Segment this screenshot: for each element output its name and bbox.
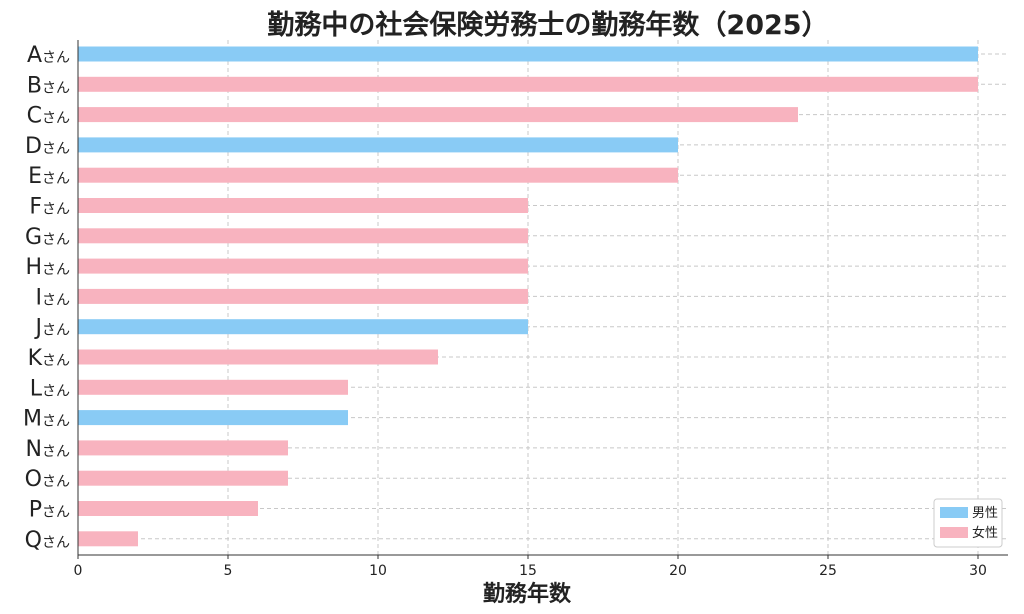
plot-frame [77, 40, 1008, 556]
y-tick-label: Dさん [25, 134, 70, 159]
bar-d [78, 137, 678, 153]
y-tick-label: Oさん [25, 467, 70, 492]
y-tick-label: Bさん [27, 73, 70, 98]
bar-f [78, 198, 528, 213]
bar-p [78, 501, 258, 516]
x-tick-label: 5 [224, 563, 233, 579]
y-tick-label: Hさん [25, 255, 70, 280]
y-tick-label: Aさん [27, 43, 70, 68]
y-tick-label: Gさん [25, 225, 70, 250]
bar-i [78, 288, 528, 304]
x-tick-label: 0 [74, 563, 83, 579]
bar-a [78, 46, 978, 62]
bar-l [78, 379, 348, 395]
bar-c [78, 107, 798, 123]
x-tick-label: 30 [969, 563, 987, 579]
chart-title: 勤務中の社会保険労務士の勤務年数（2025） [267, 9, 828, 41]
legend-swatch [940, 507, 968, 518]
y-tick-label: Fさん [29, 195, 70, 220]
bar-j [78, 319, 528, 335]
x-tick-label: 20 [669, 563, 687, 579]
x-axis-ticks: 0 5 10 15 20 25 30 [74, 555, 987, 579]
bar-b [78, 76, 978, 92]
y-tick-label: Mさん [23, 407, 70, 432]
bar-q [78, 531, 138, 547]
x-tick-label: 15 [519, 563, 537, 579]
y-tick-label: Qさん [25, 528, 70, 553]
y-tick-label: Pさん [29, 498, 70, 523]
y-axis-ticks: Aさん Bさん Cさん Dさん Eさん Fさん Gさん Hさん Iさん Jさん Kさん Lさん Mさん N… [23, 43, 70, 553]
y-tick-label: Eさん [28, 164, 70, 189]
y-tick-label: Nさん [26, 437, 70, 462]
x-tick-label: 25 [819, 563, 837, 579]
legend-label: 女性 [972, 525, 998, 541]
x-tick-label: 10 [369, 563, 387, 579]
bar-e [78, 167, 678, 183]
bar-o [78, 470, 288, 486]
bar-n [78, 440, 288, 456]
legend-label: 男性 [972, 506, 998, 521]
y-tick-label: Jさん [34, 316, 71, 341]
bars [78, 46, 978, 547]
bar-h [78, 258, 528, 274]
y-tick-label: Kさん [28, 346, 70, 371]
y-tick-label: Iさん [36, 285, 71, 310]
legend-swatch [940, 527, 968, 538]
x-axis-label: 勤務年数 [483, 581, 572, 607]
bar-g [78, 228, 528, 244]
bar-k [78, 349, 438, 365]
bar-m [78, 410, 348, 426]
y-tick-label: Lさん [30, 376, 70, 401]
y-tick-label: Cさん [27, 104, 70, 129]
